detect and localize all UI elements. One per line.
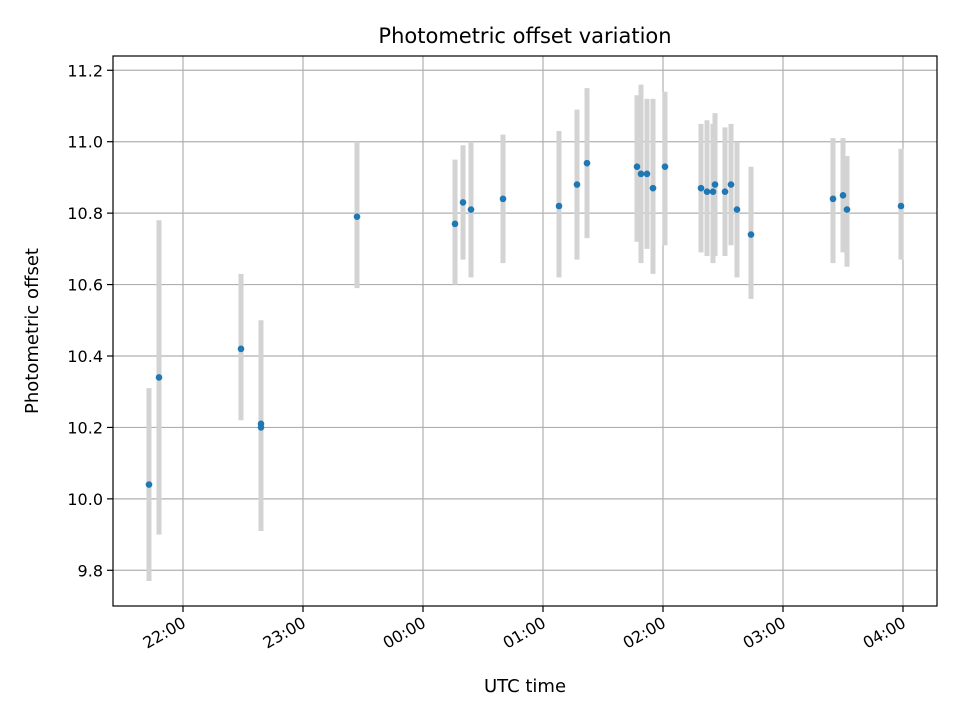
y-tick-label: 10.2 xyxy=(67,418,103,437)
data-point xyxy=(555,202,563,210)
data-point xyxy=(145,481,153,488)
data-point xyxy=(703,188,711,196)
data-point xyxy=(643,170,651,178)
data-point xyxy=(721,188,729,196)
data-point xyxy=(257,424,265,431)
data-point xyxy=(829,195,837,203)
data-point xyxy=(727,181,735,188)
data-point xyxy=(353,213,361,221)
data-point xyxy=(459,199,467,206)
y-axis-ticks: 9.8 10.0 10.2 10.4 10.6 10.8 11.0 11.2 xyxy=(67,61,113,580)
x-axis-title: UTC time xyxy=(484,676,566,697)
data-point xyxy=(573,181,581,188)
y-tick-label: 10.6 xyxy=(67,276,103,295)
data-point xyxy=(649,184,657,192)
data-point xyxy=(451,220,459,228)
data-point xyxy=(637,170,645,178)
y-axis-title: Photometric offset xyxy=(22,248,43,414)
y-tick-label: 10.0 xyxy=(67,490,103,509)
data-point xyxy=(697,184,705,192)
data-point xyxy=(237,345,245,353)
data-point xyxy=(583,159,591,167)
data-point xyxy=(661,163,669,171)
chart-title: Photometric offset variation xyxy=(378,24,671,48)
data-point xyxy=(499,195,507,203)
data-point xyxy=(633,163,641,171)
data-point xyxy=(711,181,719,188)
data-point xyxy=(897,202,905,210)
y-tick-label: 10.4 xyxy=(67,347,103,366)
y-tick-label: 9.8 xyxy=(78,561,103,580)
data-point xyxy=(839,191,847,199)
data-point xyxy=(747,231,755,238)
data-point xyxy=(709,188,717,196)
data-point xyxy=(733,206,741,213)
data-point xyxy=(467,206,475,213)
y-tick-label: 11.2 xyxy=(67,61,103,80)
y-tick-label: 10.8 xyxy=(67,204,103,223)
data-point xyxy=(843,206,851,213)
plot-frame xyxy=(112,55,938,607)
y-tick-label: 11.0 xyxy=(67,133,103,152)
grid xyxy=(113,56,937,606)
data-points xyxy=(145,159,905,488)
data-point xyxy=(155,374,163,381)
